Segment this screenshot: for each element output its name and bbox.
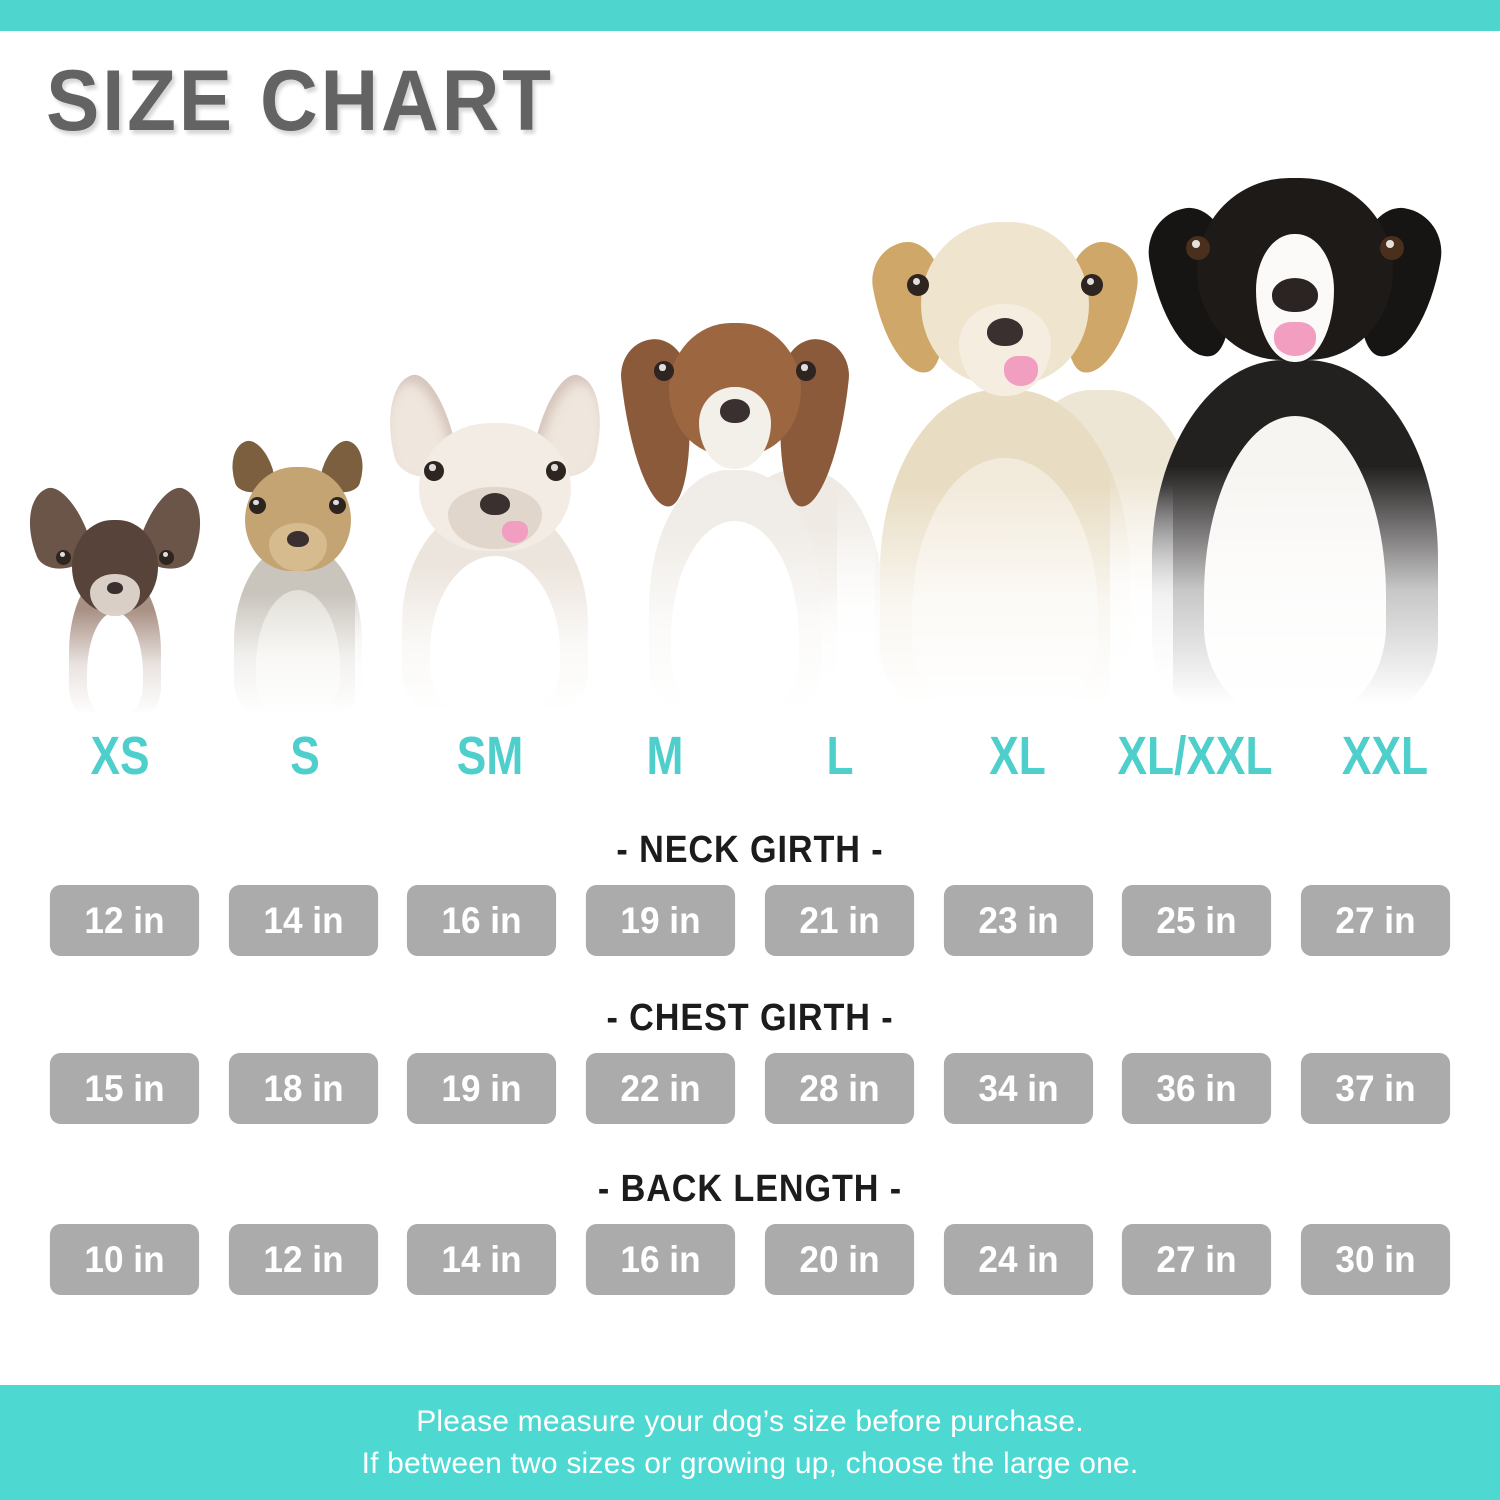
page-title: SIZE CHART <box>46 53 554 149</box>
eye-icon <box>249 497 266 514</box>
measurement-pill: 30 in <box>1300 1224 1450 1295</box>
measurement-pill: 24 in <box>943 1224 1093 1295</box>
measurement-pill: 12 in <box>228 1224 378 1295</box>
section-neck-girth: - NECK GIRTH - 12 in 14 in 16 in 19 in 2… <box>0 828 1500 956</box>
measurement-pill: 16 in <box>407 885 557 956</box>
nose-icon <box>286 531 309 547</box>
size-label-xl-xxl: XL/XXL <box>1117 726 1273 786</box>
eye-icon <box>329 497 346 514</box>
eye-icon <box>907 274 929 296</box>
section-title-back-length: - BACK LENGTH - <box>597 1168 903 1210</box>
nose-icon <box>720 399 750 423</box>
nose-icon <box>107 582 123 594</box>
measurement-pill: 27 in <box>1122 1224 1272 1295</box>
dog-image-xs <box>8 470 222 724</box>
size-label-xs: XS <box>90 726 150 786</box>
measurement-pill: 34 in <box>943 1053 1093 1124</box>
measurement-pill: 15 in <box>49 1053 200 1124</box>
eye-icon <box>1081 274 1103 296</box>
measurement-pill: 14 in <box>407 1224 557 1295</box>
eye-icon <box>654 361 674 381</box>
measurement-pill: 28 in <box>764 1053 914 1124</box>
measurement-pill: 12 in <box>49 885 200 956</box>
size-label-m: M <box>646 726 684 786</box>
measurement-pill: 25 in <box>1122 885 1272 956</box>
measurement-pill: 21 in <box>764 885 914 956</box>
section-title-neck-girth: - NECK GIRTH - <box>616 829 884 871</box>
measurement-pill: 37 in <box>1300 1053 1450 1124</box>
tongue-icon <box>1274 322 1316 356</box>
measurement-pill: 18 in <box>228 1053 378 1124</box>
size-label-xl: XL <box>989 726 1046 786</box>
footer-line-2: If between two sizes or growing up, choo… <box>361 1446 1139 1480</box>
nose-icon <box>987 318 1023 346</box>
dog-illustration-strip <box>0 150 1500 724</box>
pill-row-neck-girth: 12 in 14 in 16 in 19 in 21 in 23 in 25 i… <box>0 885 1500 956</box>
footer-note-band: Please measure your dog’s size before pu… <box>0 1385 1500 1500</box>
section-chest-girth: - CHEST GIRTH - 15 in 18 in 19 in 22 in … <box>0 996 1500 1124</box>
size-label-row: XS S SM M L XL XL/XXL XXL <box>0 714 1500 784</box>
measurement-pill: 14 in <box>228 885 378 956</box>
eye-icon <box>546 461 566 481</box>
nose-icon <box>1272 278 1318 312</box>
footer-line-1: Please measure your dog’s size before pu… <box>416 1404 1084 1438</box>
measurement-pill: 36 in <box>1122 1053 1272 1124</box>
measurement-pill: 19 in <box>586 885 736 956</box>
eye-icon <box>159 550 174 565</box>
pill-row-back-length: 10 in 12 in 14 in 16 in 20 in 24 in 27 i… <box>0 1224 1500 1295</box>
measurement-pill: 20 in <box>764 1224 914 1295</box>
measurement-pill: 22 in <box>586 1053 736 1124</box>
tongue-icon <box>502 521 528 543</box>
eye-icon <box>796 361 816 381</box>
measurement-pill: 16 in <box>586 1224 736 1295</box>
tongue-icon <box>1004 356 1038 386</box>
eye-icon <box>424 461 444 481</box>
size-label-xxl: XXL <box>1341 726 1429 786</box>
dog-image-sm <box>355 369 635 724</box>
eye-icon <box>56 550 71 565</box>
nose-icon <box>480 493 510 515</box>
pill-row-chest-girth: 15 in 18 in 19 in 22 in 28 in 34 in 36 i… <box>0 1053 1500 1124</box>
dog-image-s <box>193 435 402 724</box>
eye-icon <box>1186 236 1210 260</box>
top-accent-band <box>0 0 1500 31</box>
dog-image-xxl <box>1110 160 1480 724</box>
size-label-s: S <box>290 726 320 786</box>
size-label-l: L <box>826 726 854 786</box>
measurement-pill: 27 in <box>1300 885 1450 956</box>
measurement-pill: 10 in <box>49 1224 200 1295</box>
section-title-chest-girth: - CHEST GIRTH - <box>606 997 894 1039</box>
measurement-pill: 19 in <box>407 1053 557 1124</box>
size-label-sm: SM <box>456 726 524 786</box>
eye-icon <box>1380 236 1404 260</box>
measurement-pill: 23 in <box>943 885 1093 956</box>
section-back-length: - BACK LENGTH - 10 in 12 in 14 in 16 in … <box>0 1167 1500 1295</box>
